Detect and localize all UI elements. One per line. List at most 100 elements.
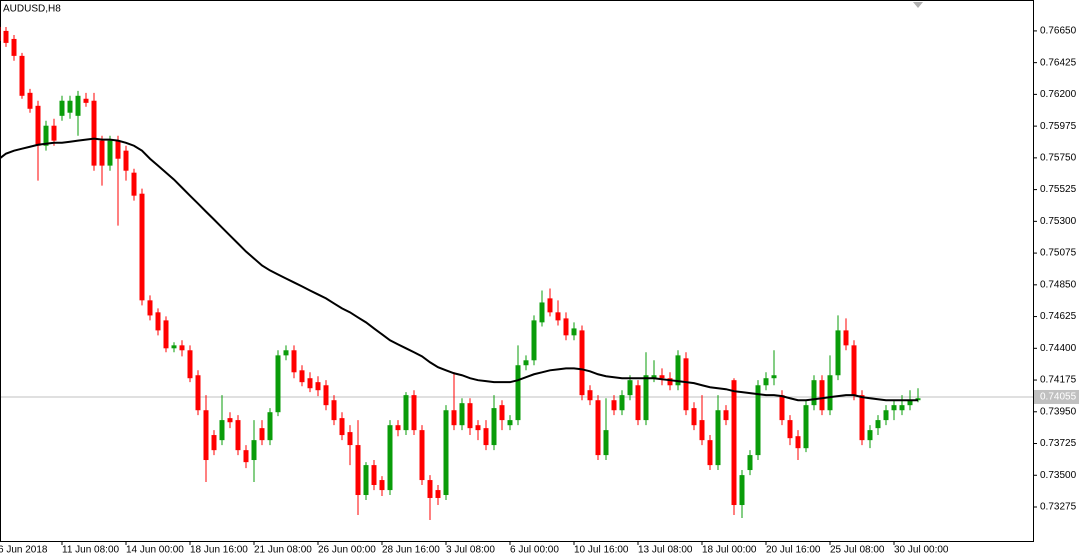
candle-body bbox=[35, 105, 41, 146]
y-tick-label: 0.74625 bbox=[1040, 311, 1077, 322]
candle-body bbox=[19, 55, 25, 96]
candle-body bbox=[283, 350, 289, 356]
candle-body bbox=[723, 410, 729, 421]
candle-body bbox=[131, 172, 137, 196]
candle-body bbox=[611, 400, 617, 411]
y-tick-label: 0.74400 bbox=[1040, 343, 1077, 354]
x-tick-label: 14 Jun 00:00 bbox=[126, 545, 184, 556]
candle-body bbox=[139, 193, 145, 301]
candle-body bbox=[691, 408, 697, 426]
candle-body bbox=[355, 445, 361, 496]
candle-body bbox=[883, 410, 889, 421]
candle-body bbox=[443, 410, 449, 496]
candle-body bbox=[411, 395, 417, 431]
candle-body bbox=[579, 330, 585, 396]
candle-body bbox=[875, 420, 881, 429]
candle-body bbox=[163, 320, 169, 349]
candle-body bbox=[11, 38, 17, 56]
candle-body bbox=[3, 30, 9, 43]
x-tick-label: 21 Jun 08:00 bbox=[254, 545, 312, 556]
plot-frame bbox=[0, 0, 1034, 542]
candle-body bbox=[451, 410, 457, 426]
x-tick-label: 13 Jul 08:00 bbox=[638, 545, 693, 556]
candle-body bbox=[59, 100, 65, 116]
x-tick-label: 25 Jul 08:00 bbox=[830, 545, 885, 556]
y-tick-label: 0.75975 bbox=[1040, 121, 1077, 132]
candle-body bbox=[643, 375, 649, 421]
candle-body bbox=[675, 355, 681, 386]
candle-body bbox=[155, 312, 161, 331]
x-tick-label: 30 Jul 00:00 bbox=[894, 545, 949, 556]
candle-body bbox=[83, 98, 89, 103]
candle-body bbox=[27, 92, 33, 109]
x-tick-label: 28 Jun 16:00 bbox=[382, 545, 440, 556]
candle-body bbox=[211, 435, 217, 451]
candle-body bbox=[251, 440, 257, 461]
candle-body bbox=[51, 125, 57, 141]
candle-body bbox=[867, 430, 873, 441]
candle-body bbox=[379, 480, 385, 491]
candle-body bbox=[659, 375, 665, 379]
y-tick-label: 0.76425 bbox=[1040, 57, 1077, 68]
y-tick-label: 0.73500 bbox=[1040, 470, 1077, 481]
y-tick-label: 0.76200 bbox=[1040, 89, 1077, 100]
x-tick-label: 11 Jun 08:00 bbox=[62, 545, 120, 556]
candle-body bbox=[547, 298, 553, 313]
candle-body bbox=[115, 140, 121, 159]
candle-body bbox=[171, 345, 177, 349]
candle-body bbox=[259, 428, 265, 441]
candle-body bbox=[835, 330, 841, 376]
candle-body bbox=[331, 400, 337, 421]
candle-body bbox=[499, 405, 505, 421]
candle-body bbox=[67, 100, 73, 113]
candle-body bbox=[819, 380, 825, 411]
x-tick-label: 18 Jul 00:00 bbox=[702, 545, 757, 556]
candle-body bbox=[123, 150, 129, 171]
candle-body bbox=[179, 345, 185, 351]
candle-body bbox=[403, 395, 409, 431]
y-tick-label: 0.75525 bbox=[1040, 184, 1077, 195]
candle-body bbox=[715, 410, 721, 466]
candle-body bbox=[731, 380, 737, 506]
candle-body bbox=[811, 380, 817, 406]
candle-body bbox=[555, 312, 561, 321]
candle-body bbox=[475, 425, 481, 431]
candle-body bbox=[491, 408, 497, 446]
candle-body bbox=[507, 420, 513, 426]
candle-body bbox=[843, 330, 849, 346]
x-tick-label: 6 Jul 00:00 bbox=[510, 545, 559, 556]
candle-body bbox=[235, 420, 241, 451]
y-tick-label: 0.74175 bbox=[1040, 375, 1077, 386]
candle-body bbox=[107, 140, 113, 166]
candle-body bbox=[371, 465, 377, 485]
candle-body bbox=[683, 358, 689, 411]
y-tick-label: 0.75750 bbox=[1040, 153, 1077, 164]
candle-body bbox=[531, 320, 537, 361]
candle-body bbox=[603, 430, 609, 456]
candle-body bbox=[339, 418, 345, 436]
candle-body bbox=[627, 380, 633, 396]
last-price-label: 0.74055 bbox=[1040, 392, 1077, 403]
candle-body bbox=[651, 375, 657, 379]
x-tick-label: 20 Jul 16:00 bbox=[766, 545, 821, 556]
candle-body bbox=[699, 420, 705, 441]
candle-body bbox=[539, 302, 545, 323]
candle-body bbox=[75, 95, 81, 116]
candle-body bbox=[523, 360, 529, 366]
candle-body bbox=[187, 350, 193, 379]
candle-body bbox=[195, 375, 201, 411]
candle-body bbox=[859, 395, 865, 441]
x-tick-label: 26 Jun 00:00 bbox=[318, 545, 376, 556]
candle-body bbox=[467, 403, 473, 429]
candle-body bbox=[827, 375, 833, 411]
x-tick-label: 6 Jun 2018 bbox=[0, 545, 48, 556]
candle-body bbox=[43, 125, 49, 146]
chart-title: AUDUSD,H8 bbox=[3, 4, 61, 15]
candle-body bbox=[459, 403, 465, 426]
candle-body bbox=[323, 385, 329, 406]
y-tick-label: 0.73275 bbox=[1040, 502, 1077, 513]
candle-body bbox=[435, 490, 441, 498]
y-tick-label: 0.76650 bbox=[1040, 26, 1077, 37]
candle-body bbox=[219, 420, 225, 441]
candle-body bbox=[299, 370, 305, 383]
